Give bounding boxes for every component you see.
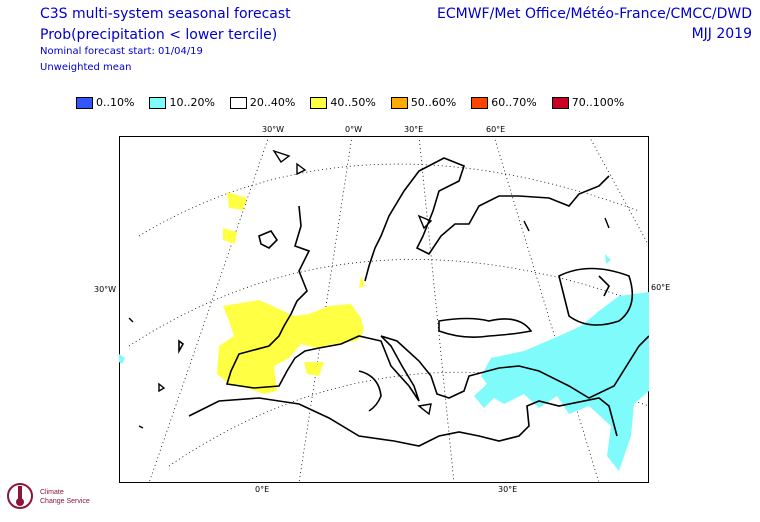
legend-swatch (229, 96, 247, 109)
subtitle: Prob(precipitation < lower tercile) (40, 27, 278, 43)
legend-item: 0..10% (76, 96, 134, 109)
title: C3S multi-system seasonal forecast (40, 6, 291, 22)
thermometer-icon: Climate Change Service (7, 483, 90, 509)
legend-label: 40..50% (330, 96, 376, 109)
legend-item: 40..50% (310, 96, 376, 109)
legend-swatch (149, 96, 167, 109)
legend-swatch (310, 96, 328, 109)
lat-label: 60°E (651, 283, 671, 292)
lat-label: 30°W (94, 285, 117, 294)
centres: ECMWF/Met Office/Météo-France/CMCC/DWD (437, 6, 752, 22)
legend: 0..10% 10..20% 20..40% 40..50% 50..60% 6… (76, 96, 639, 109)
logo-line2: Change Service (40, 498, 90, 505)
legend-swatch (390, 96, 408, 109)
legend-swatch (76, 96, 93, 109)
coastline (178, 157, 649, 447)
period: MJJ 2019 (691, 26, 752, 42)
forecast-start: Nominal forecast start: 01/04/19 (40, 46, 203, 57)
europe-forecast-map (119, 136, 649, 483)
legend-item: 10..20% (149, 96, 215, 109)
lon-label: 30°E (404, 125, 424, 134)
copernicus-logo: Climate Change Service (4, 478, 124, 518)
weighting-note: Unweighted mean (40, 62, 132, 73)
legend-item: 70..100% (551, 96, 625, 109)
legend-label: 60..70% (491, 96, 537, 109)
lon-label: 30°E (498, 485, 518, 494)
legend-swatch (471, 96, 489, 109)
map-frame (119, 136, 649, 483)
lon-label: 0°W (345, 125, 362, 134)
legend-item: 50..60% (390, 96, 457, 109)
lon-label: 60°E (486, 125, 506, 134)
legend-label: 70..100% (571, 96, 625, 109)
legend-label: 20..40% (249, 96, 296, 109)
lon-label: 0°E (255, 485, 270, 494)
graticule (128, 136, 649, 483)
legend-item: 20..40% (229, 96, 296, 109)
logo-line1: Climate (40, 489, 64, 496)
yellow-region (217, 192, 365, 394)
legend-label: 10..20% (169, 96, 215, 109)
legend-item: 60..70% (471, 96, 537, 109)
legend-swatch (551, 96, 569, 109)
lon-label: 30°W (262, 125, 285, 134)
legend-label: 0..10% (96, 96, 135, 109)
legend-label: 50..60% (410, 96, 457, 109)
islands (128, 149, 610, 429)
